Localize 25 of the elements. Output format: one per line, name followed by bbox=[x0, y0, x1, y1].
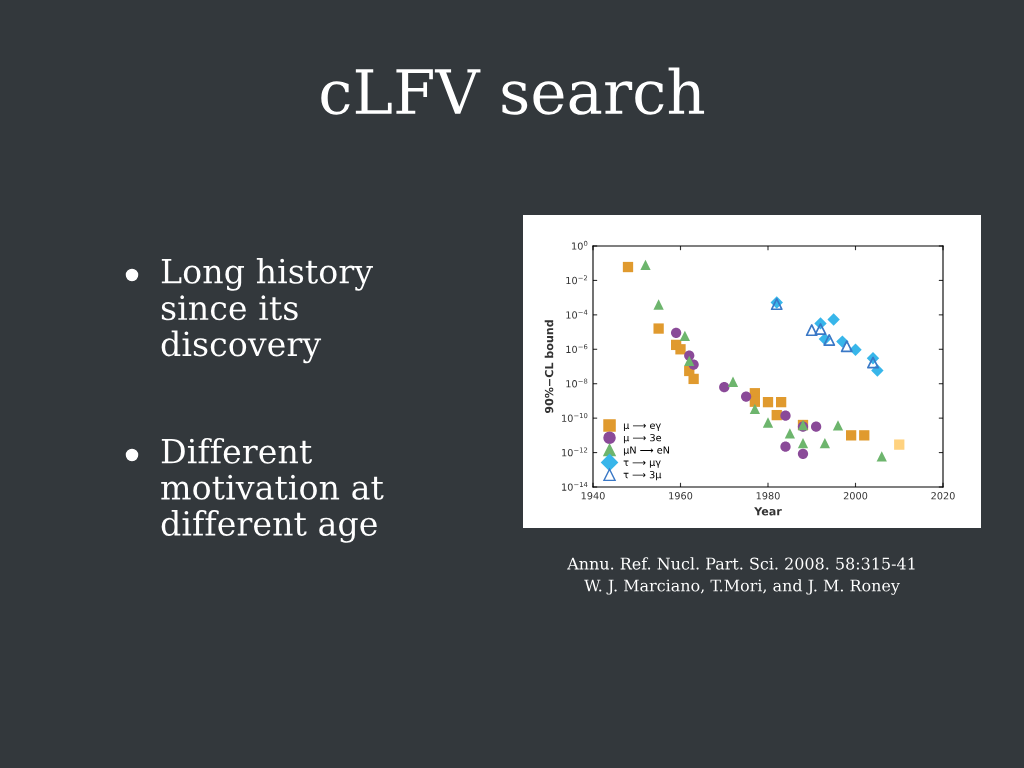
y-tick-label: 10$^{−2}$ bbox=[566, 275, 588, 285]
legend-label: τ ⟶ μγ bbox=[623, 460, 661, 468]
y-axis-title: 90%−CL bound bbox=[544, 320, 554, 414]
x-axis-title: Year bbox=[754, 507, 782, 516]
text: Long history since its discovery bbox=[161, 258, 373, 364]
text: Annu. Ref. Nucl. Part. Sci. 2008. 58:315-41 bbox=[567, 557, 915, 570]
y-tick-label: 10$^{0}$ bbox=[572, 240, 588, 250]
text: W. J. Marciano, T.Mori, and J. M. Roney bbox=[584, 579, 900, 595]
x-tick-label: 2000 bbox=[843, 492, 868, 500]
legend-label: μ ⟶ 3e bbox=[623, 433, 662, 444]
legend-label: μ ⟶ eγ bbox=[623, 423, 661, 431]
y-tick-label: 10$^{−8}$ bbox=[566, 378, 588, 388]
y-tick-label: 10$^{−6}$ bbox=[566, 344, 588, 354]
x-tick-label: 1940 bbox=[581, 492, 605, 500]
legend-label: μN ⟶ eN bbox=[623, 446, 670, 456]
text: Different motivation at different age bbox=[161, 438, 384, 543]
x-tick-label: 1980 bbox=[756, 492, 780, 500]
x-tick-label: 1960 bbox=[669, 492, 693, 500]
y-tick-label: 10$^{−12}$ bbox=[562, 447, 588, 457]
legend-label: τ ⟶ 3μ bbox=[623, 470, 662, 481]
y-tick-label: 10$^{−10}$ bbox=[562, 412, 588, 422]
chart-title: cLFV search bbox=[321, 67, 705, 115]
y-tick-label: 10$^{−4}$ bbox=[566, 309, 588, 319]
x-tick-label: 2020 bbox=[931, 492, 955, 500]
y-tick-label: 10$^{−14}$ bbox=[562, 481, 588, 491]
